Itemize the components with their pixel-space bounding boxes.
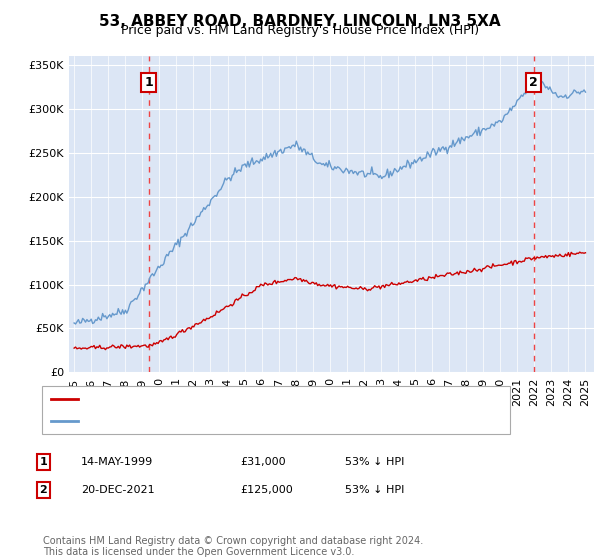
Text: 20-DEC-2021: 20-DEC-2021 bbox=[81, 485, 155, 495]
Text: Contains HM Land Registry data © Crown copyright and database right 2024.
This d: Contains HM Land Registry data © Crown c… bbox=[43, 535, 424, 557]
Text: 1: 1 bbox=[40, 457, 47, 467]
Text: 53% ↓ HPI: 53% ↓ HPI bbox=[345, 457, 404, 467]
Text: 53, ABBEY ROAD, BARDNEY, LINCOLN, LN3 5XA (detached house): 53, ABBEY ROAD, BARDNEY, LINCOLN, LN3 5X… bbox=[84, 394, 451, 404]
Text: 2: 2 bbox=[529, 76, 538, 89]
Text: £125,000: £125,000 bbox=[240, 485, 293, 495]
Text: 53% ↓ HPI: 53% ↓ HPI bbox=[345, 485, 404, 495]
Text: £31,000: £31,000 bbox=[240, 457, 286, 467]
Text: 14-MAY-1999: 14-MAY-1999 bbox=[81, 457, 153, 467]
Text: Price paid vs. HM Land Registry's House Price Index (HPI): Price paid vs. HM Land Registry's House … bbox=[121, 24, 479, 37]
Text: 2: 2 bbox=[40, 485, 47, 495]
Text: HPI: Average price, detached house, West Lindsey: HPI: Average price, detached house, West… bbox=[84, 416, 364, 426]
Text: 1: 1 bbox=[144, 76, 153, 89]
Text: 53, ABBEY ROAD, BARDNEY, LINCOLN, LN3 5XA: 53, ABBEY ROAD, BARDNEY, LINCOLN, LN3 5X… bbox=[99, 14, 501, 29]
